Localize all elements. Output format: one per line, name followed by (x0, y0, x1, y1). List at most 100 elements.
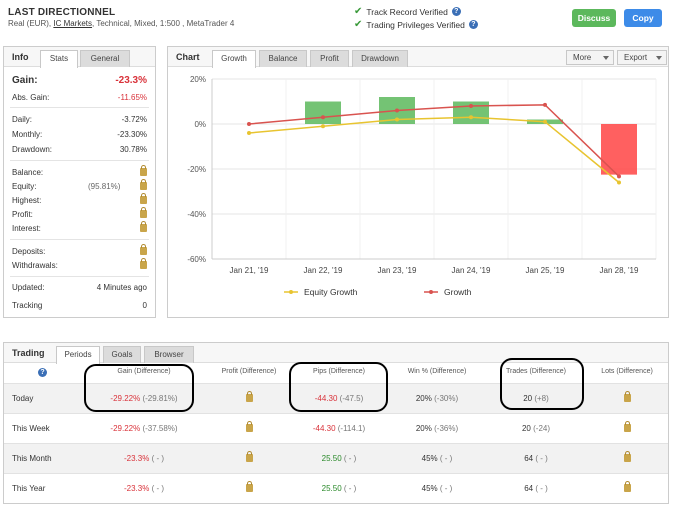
cell-gain_diff: (-37.58%) (142, 424, 178, 433)
legend-label: Equity Growth (304, 287, 358, 297)
row-label: Today (12, 394, 34, 403)
data-point (321, 115, 325, 120)
row-label: This Year (12, 484, 46, 493)
lock-icon[interactable] (245, 421, 253, 432)
trades-cell: 64 ( - ) (486, 484, 586, 493)
lock-icon[interactable] (140, 207, 147, 218)
header-lots[interactable]: Lots (Difference) (601, 368, 653, 375)
header-pips[interactable]: Pips (Difference) (312, 368, 365, 375)
pips-cell: 25.50 ( - ) (289, 484, 389, 493)
tab-drawdown[interactable]: Drawdown (352, 50, 408, 67)
data-point (395, 108, 399, 113)
abs-gain-label: Abs. Gain: (12, 93, 50, 102)
drawdown-label: Drawdown: (12, 145, 53, 154)
lock-icon[interactable] (245, 391, 253, 402)
export-dropdown[interactable]: Export (617, 50, 667, 65)
y-tick-label: -20% (187, 165, 206, 174)
win-cell: 45% ( - ) (387, 454, 487, 463)
gain-row: Gain: -23.3% (12, 75, 147, 86)
lock-icon[interactable] (623, 451, 631, 462)
data-point (543, 102, 547, 107)
pips-cell: -44.30 (-47.5) (289, 394, 389, 403)
broker-link[interactable]: IC Markets (53, 19, 93, 28)
series-line (248, 116, 620, 184)
more-label: More (573, 53, 592, 62)
balance-label: Balance: (12, 168, 44, 177)
lock-icon[interactable] (140, 193, 147, 204)
tab-goals[interactable]: Goals (103, 346, 141, 363)
help-icon[interactable]: ? (468, 20, 478, 29)
cell-gain: -23.3% (123, 454, 150, 463)
tab-browser[interactable]: Browser (144, 346, 194, 363)
table-row: This Week -29.22% (-37.58%) -44.30 (-114.1… (4, 413, 668, 443)
cell-gain_diff: ( - ) (151, 484, 165, 493)
updated-label: Updated: (12, 283, 45, 292)
lock-icon[interactable] (140, 258, 147, 269)
lock-icon[interactable] (140, 221, 147, 232)
lock-icon[interactable] (623, 391, 631, 402)
divider (10, 276, 149, 277)
data-point (247, 131, 251, 135)
tab-general[interactable]: General (80, 50, 130, 67)
x-tick-label: Jan 22, '19 (304, 266, 343, 275)
series-line (248, 104, 620, 177)
help-icon[interactable]: ? (38, 368, 47, 377)
growth-chart: 20% 0% -20% -40% -60% Jan 21, '19 Jan 22, '19 J… (187, 75, 657, 297)
data-point (617, 180, 621, 185)
trades-cell: 64 ( - ) (486, 454, 586, 463)
cell-win: 45% (421, 454, 438, 463)
tab-stats[interactable]: Stats (40, 50, 78, 68)
cell-win_diff: (-30%) (434, 394, 459, 403)
legend-marker (289, 290, 293, 294)
discuss-button[interactable]: Discuss (572, 9, 616, 27)
tab-periods[interactable]: Periods (56, 346, 100, 364)
lock-icon[interactable] (140, 244, 147, 255)
drawdown-value: 30.78% (119, 145, 147, 154)
help-icon[interactable]: ? (451, 7, 461, 16)
cell-win_diff: ( - ) (439, 454, 453, 463)
header-trades[interactable]: Trades (Difference) (506, 368, 566, 375)
account-title: LAST DIRECTIONNEL (8, 7, 116, 18)
cell-pips_diff: ( - ) (343, 454, 357, 463)
cell-trades_diff: ( - ) (535, 454, 548, 463)
trading-privileges-label: Trading Privileges Verified (366, 19, 465, 30)
cell-gain: -29.22% (110, 394, 141, 403)
data-point (543, 119, 547, 124)
y-tick-label: 0% (194, 120, 206, 129)
cell-trades_diff: (+8) (534, 394, 549, 403)
more-dropdown[interactable]: More (566, 50, 614, 65)
withdrawals-row: Withdrawals: (12, 258, 147, 270)
cell-win_diff: ( - ) (439, 484, 453, 493)
pips-cell: 25.50 ( - ) (289, 454, 389, 463)
lock-icon[interactable] (623, 481, 631, 492)
row-label: This Week (12, 424, 50, 433)
table-row: This Year -23.3% ( - ) 25.50 ( - ) 45% ( - … (4, 473, 668, 503)
lock-icon[interactable] (245, 451, 253, 462)
legend-marker (429, 290, 433, 294)
lock-icon[interactable] (245, 481, 253, 492)
lock-icon[interactable] (140, 165, 147, 176)
bar (305, 101, 341, 124)
cell-gain_diff: ( - ) (151, 454, 165, 463)
chevron-down-icon (603, 56, 609, 60)
tracking-row: Tracking 0 (12, 301, 147, 310)
data-point (469, 115, 473, 120)
lock-icon[interactable] (623, 421, 631, 432)
tab-balance[interactable]: Balance (259, 50, 307, 67)
tab-growth[interactable]: Growth (212, 50, 256, 68)
header-profit[interactable]: Profit (Difference) (221, 368, 277, 375)
lots-cell (622, 481, 632, 494)
equity-percent: (95.81%) (88, 182, 121, 191)
monthly-value: -23.30% (117, 130, 147, 139)
cell-trades: 20 (521, 424, 531, 433)
header-gain[interactable]: Gain (Difference) (117, 368, 171, 375)
profit-cell (244, 421, 254, 434)
lock-icon[interactable] (140, 179, 147, 190)
table-row: Today -29.22% (-29.81%) -44.30 (-47.5) 20% … (4, 383, 668, 413)
tab-profit[interactable]: Profit (310, 50, 349, 67)
cell-pips: -44.30 (312, 424, 336, 433)
header-win[interactable]: Win % (Difference) (407, 368, 467, 375)
copy-button[interactable]: Copy (624, 9, 662, 27)
x-tick-label: Jan 24, '19 (452, 266, 491, 275)
data-point (395, 117, 399, 122)
